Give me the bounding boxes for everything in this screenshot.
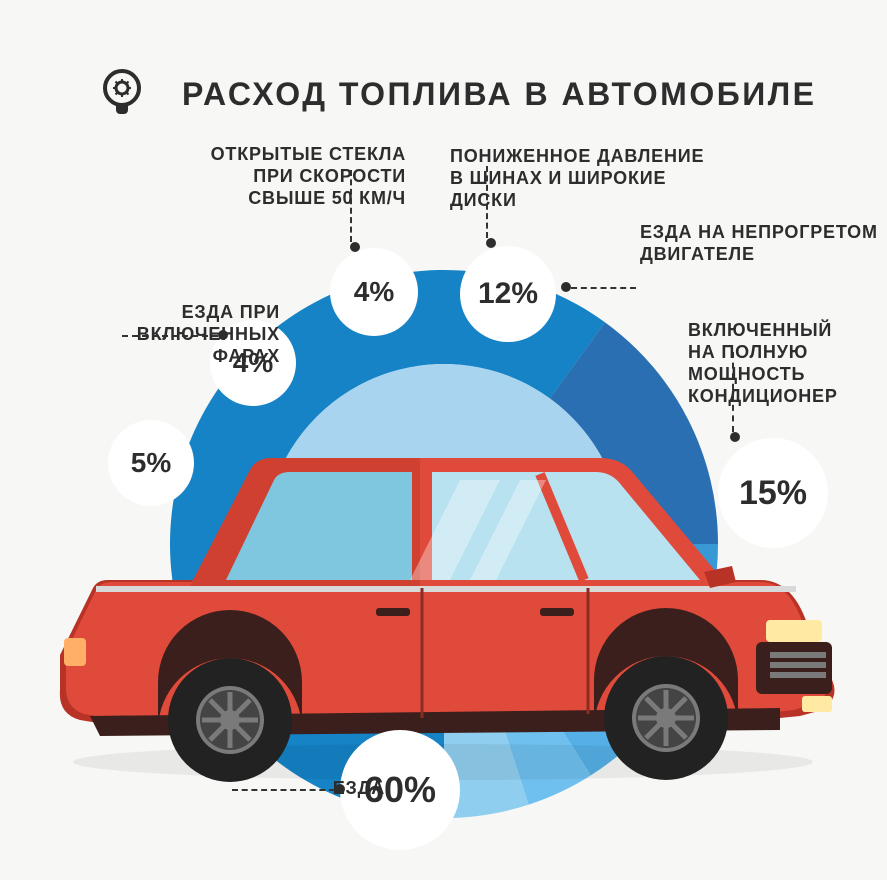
page-title: РАСХОД ТОПЛИВА В АВТОМОБИЛЕ xyxy=(182,76,817,113)
value-bubble-ac: 15% xyxy=(718,438,828,548)
title-row: РАСХОД ТОПЛИВА В АВТОМОБИЛЕ xyxy=(90,60,817,129)
leader-dot-windows xyxy=(350,242,360,252)
infographic-stage: РАСХОД ТОПЛИВА В АВТОМОБИЛЕ xyxy=(0,0,887,880)
leader-line-cold_engine xyxy=(571,287,636,289)
callout-label-tires: ПОНИЖЕННОЕ ДАВЛЕНИЕВ ШИНАХ И ШИРОКИЕДИСК… xyxy=(450,146,704,212)
value-bubble-tires: 12% xyxy=(460,246,556,342)
callout-label-ac: ВКЛЮЧЕННЫЙНА ПОЛНУЮМОЩНОСТЬКОНДИЦИОНЕР xyxy=(688,320,838,408)
leader-dot-cold_engine xyxy=(561,282,571,292)
callout-label-windows: ОТКРЫТЫЕ СТЕКЛАПРИ СКОРОСТИСВЫШЕ 50 КМ/Ч xyxy=(186,144,406,210)
callout-label-cold_engine: ЕЗДА НА НЕПРОГРЕТОМДВИГАТЕЛЕ xyxy=(640,222,878,266)
value-bubble-windows: 4% xyxy=(330,248,418,336)
callout-label-driving: ЕЗДА xyxy=(165,778,385,800)
callout-label-lights: ЕЗДА ПРИВКЛЮЧЕННЫХФАРАХ xyxy=(60,302,280,368)
leader-dot-ac xyxy=(730,432,740,442)
value-bubble-extra5: 5% xyxy=(108,420,194,506)
lightbulb-icon xyxy=(90,60,154,129)
leader-dot-tires xyxy=(486,238,496,248)
